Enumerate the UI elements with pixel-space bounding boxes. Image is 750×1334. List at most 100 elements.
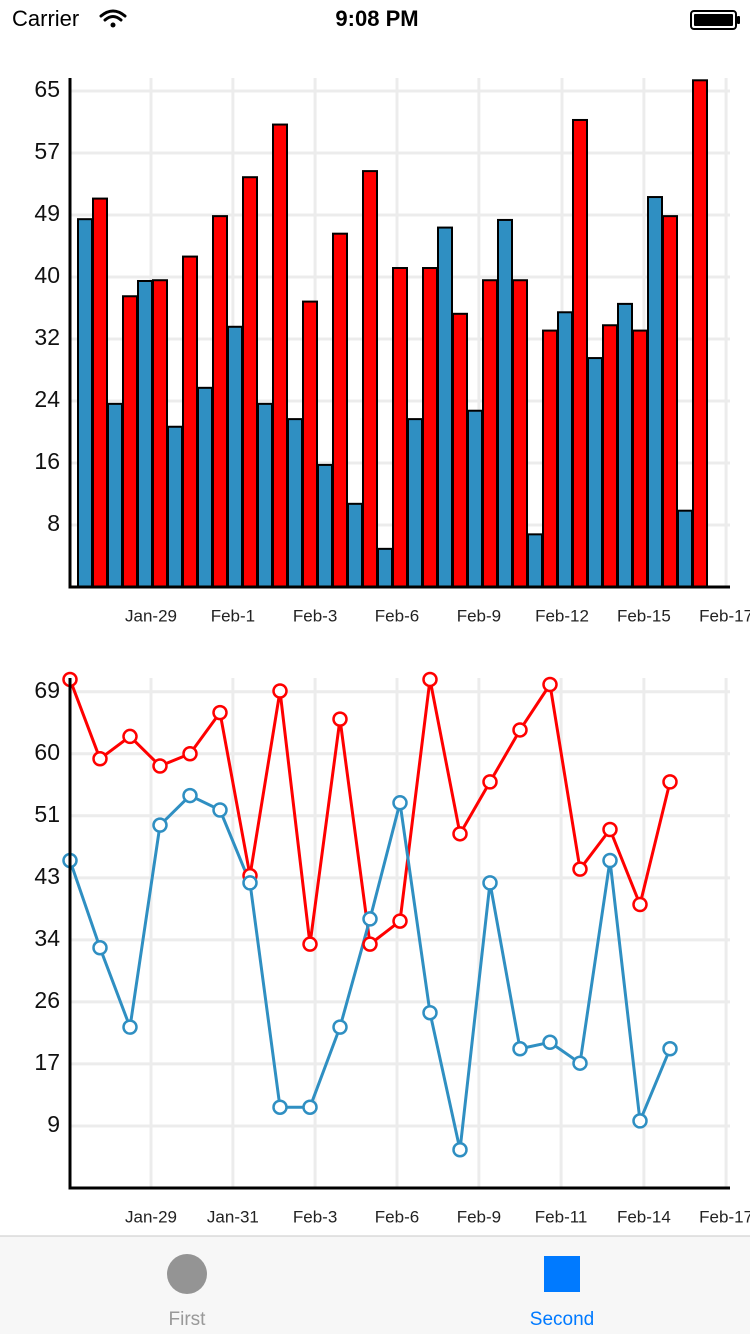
bar	[482, 279, 498, 588]
clock: 9:08 PM	[335, 6, 418, 31]
series-line	[68, 794, 672, 1152]
bar	[377, 547, 393, 588]
charts: 8 16 24 32 40 49 57 65 Jan-29 Feb-1 Feb-3 Feb-6 Feb-…	[34, 76, 750, 1226]
point	[392, 795, 408, 811]
bar	[257, 402, 273, 588]
point	[602, 821, 618, 838]
point	[662, 1041, 678, 1057]
y-tick-label: 65	[34, 76, 60, 102]
y-tick-label: 8	[47, 510, 60, 536]
tab-icon[interactable]	[544, 1256, 580, 1292]
point	[182, 787, 198, 804]
y-tick-label: 32	[34, 324, 60, 350]
tab-second[interactable]: Second	[530, 1256, 594, 1330]
x-tick-label: Feb-15	[617, 606, 671, 625]
bar	[452, 312, 468, 588]
x-tick-label: Jan-31	[207, 1207, 259, 1226]
point	[362, 936, 378, 952]
battery-icon	[690, 10, 740, 30]
wifi-icon	[99, 9, 127, 28]
point	[632, 896, 648, 913]
bar	[527, 533, 543, 589]
bar	[437, 226, 453, 588]
y-tick-label: 69	[34, 677, 60, 703]
bar	[197, 386, 213, 588]
point	[452, 1142, 468, 1158]
bar	[692, 79, 708, 588]
tab-icon[interactable]	[167, 1254, 207, 1294]
bar	[392, 267, 408, 588]
bar	[122, 295, 138, 588]
bar	[512, 279, 528, 588]
y-tick-label: 57	[34, 138, 60, 164]
x-tick-label: Feb-6	[375, 606, 419, 625]
point	[212, 704, 228, 721]
bar	[467, 409, 483, 588]
bar	[332, 232, 348, 589]
point	[482, 875, 498, 891]
y-tick-label: 24	[34, 386, 60, 412]
bar	[137, 279, 153, 588]
bar	[587, 357, 603, 588]
x-tick-label: Feb-17	[699, 606, 750, 625]
y-tick-label: 43	[34, 863, 60, 889]
tab-bar: First Second	[0, 1235, 750, 1334]
point	[542, 1034, 558, 1051]
bar	[317, 463, 333, 589]
tab-first[interactable]: First	[167, 1254, 207, 1330]
point	[272, 1099, 288, 1115]
bar	[152, 279, 168, 588]
point	[632, 1113, 648, 1129]
point	[332, 1019, 348, 1035]
bar	[272, 123, 288, 588]
point	[542, 676, 558, 693]
point	[152, 758, 168, 774]
y-tick-label: 26	[34, 987, 60, 1013]
point	[212, 802, 228, 818]
y-tick-label: 51	[34, 801, 60, 827]
point	[362, 911, 378, 927]
point	[92, 940, 108, 956]
bar	[557, 311, 573, 588]
bar	[602, 324, 618, 588]
bar	[212, 215, 228, 588]
point	[242, 875, 258, 891]
point	[182, 745, 198, 762]
point	[422, 671, 438, 688]
bar	[422, 267, 438, 588]
point	[122, 728, 138, 745]
x-tick-label: Jan-29	[125, 1207, 177, 1226]
point	[512, 1041, 528, 1057]
x-tick-label: Feb-9	[457, 1207, 501, 1226]
tab-label[interactable]: First	[169, 1309, 207, 1330]
bar	[92, 197, 108, 588]
tab-label[interactable]: Second	[530, 1309, 594, 1330]
point	[122, 1019, 138, 1035]
point	[452, 826, 468, 842]
bar	[107, 402, 123, 588]
bar	[542, 329, 558, 588]
x-tick-label: Feb-14	[617, 1207, 671, 1226]
bar	[647, 196, 663, 588]
bar	[362, 170, 378, 588]
x-tick-label: Feb-11	[535, 1207, 588, 1226]
point	[152, 817, 168, 833]
bar	[167, 425, 183, 588]
y-tick-label: 40	[34, 262, 60, 288]
point	[572, 861, 588, 877]
bar	[677, 509, 693, 588]
point	[272, 683, 288, 699]
point	[512, 722, 528, 738]
point	[332, 711, 348, 727]
bar	[572, 118, 588, 588]
y-tick-label: 17	[34, 1049, 60, 1075]
bar	[347, 502, 363, 589]
bar	[617, 302, 633, 588]
series-line	[68, 677, 672, 946]
point	[602, 852, 618, 869]
point	[92, 751, 108, 767]
y-tick-label: 49	[34, 200, 60, 226]
x-tick-label: Feb-9	[457, 606, 501, 625]
point	[392, 913, 408, 929]
